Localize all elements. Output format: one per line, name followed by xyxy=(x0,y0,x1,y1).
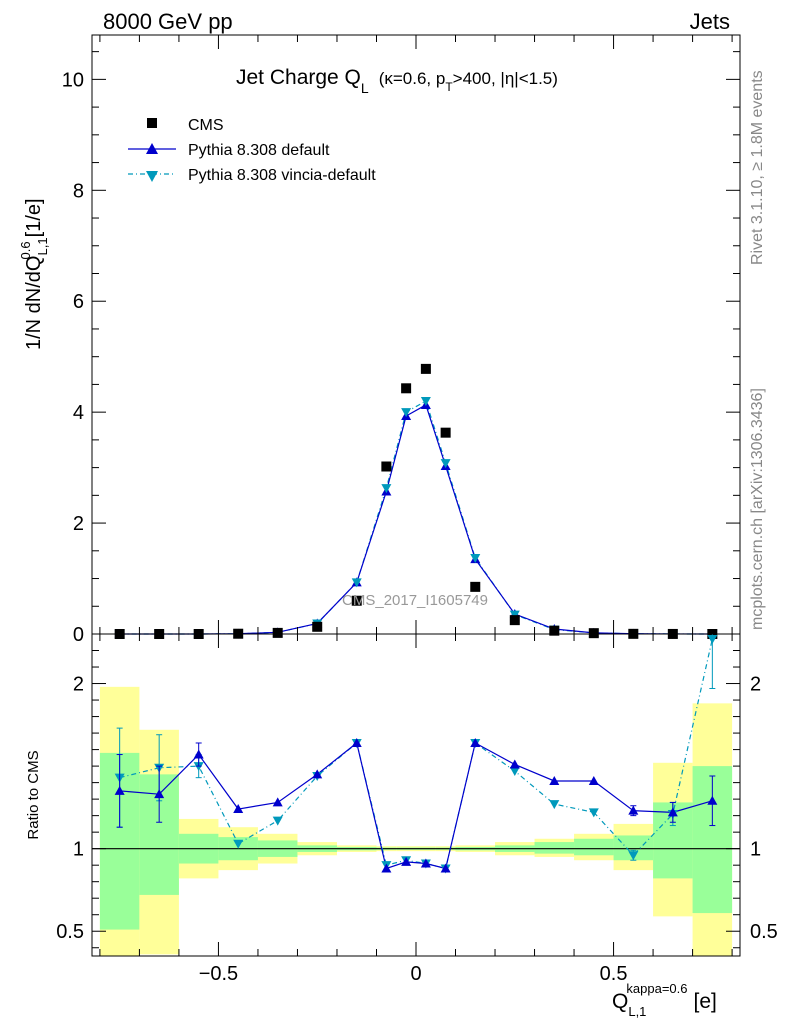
ratio-point-default xyxy=(549,775,560,785)
main-title: Jet Charge QL (κ=0.6, pT>400, |η|<1.5) xyxy=(236,66,558,96)
ratio-xlabel: QL,1kappa=0.6[e] xyxy=(612,981,717,1019)
point-cms xyxy=(401,383,412,394)
header-left: 8000 GeV pp xyxy=(103,9,233,34)
ratio-point-vincia xyxy=(628,851,639,861)
svg-text:Pythia 8.308 default: Pythia 8.308 default xyxy=(188,142,330,159)
ratio-point-default xyxy=(312,769,323,779)
ratio-ytick-label: 2 xyxy=(73,674,84,696)
ratio-point-default xyxy=(401,856,412,866)
ratio-point-default xyxy=(470,737,481,747)
ratio-point-default xyxy=(233,804,244,814)
main-ytick-label: 8 xyxy=(73,180,84,202)
point-pythia-vincia xyxy=(509,610,520,620)
ratio-point-vincia xyxy=(588,808,599,818)
point-pythia-vincia xyxy=(420,397,431,407)
svg-text:Jet Charge QL(κ=0.6, pT>400, |: Jet Charge QL (κ=0.6, pT>400, |η|<1.5) xyxy=(236,66,558,96)
point-cms xyxy=(381,461,392,472)
title-sub: L xyxy=(361,80,369,96)
point-pythia-vincia xyxy=(470,554,481,564)
point-cms xyxy=(549,625,560,636)
main-ylabel: 1/N dN/dQL,10.6[1/e] xyxy=(18,198,50,350)
legend-item-cms: CMS xyxy=(147,117,224,134)
band-inner xyxy=(574,838,614,856)
ratio-ytick-label: 1 xyxy=(73,839,84,861)
ratio-point-vincia xyxy=(233,839,244,849)
point-cms xyxy=(351,595,362,606)
title-sub2: T xyxy=(445,80,453,94)
ratio-frame xyxy=(91,633,741,957)
ratio-point-default xyxy=(420,858,431,868)
point-cms xyxy=(272,627,283,638)
watermark: CMS_2017_I1605749 xyxy=(342,592,488,609)
ratio-ytick-label-right: 0.5 xyxy=(750,921,778,943)
ratio-point-default xyxy=(114,785,125,795)
point-pythia-vincia xyxy=(351,578,362,588)
main-ytick-label: 6 xyxy=(73,291,84,313)
mcplots-label: mcplots.cern.ch [arXiv:1306.3436] xyxy=(749,388,766,630)
ratio-xtick-label: 0 xyxy=(410,963,421,985)
ratio-point-default xyxy=(707,795,718,805)
ratio-point-default xyxy=(509,759,520,769)
ratio-point-default xyxy=(154,789,165,799)
header-right: Jets xyxy=(690,9,730,34)
point-pythia-vincia xyxy=(381,484,392,494)
ratio-axes: 0.5 0.5 1 1 2 2 −0.5 0 0.5 xyxy=(56,634,778,985)
ratio-point-default xyxy=(628,805,639,815)
ratio-xtick-label: 0.5 xyxy=(600,963,628,985)
ratio-point-default xyxy=(272,797,283,807)
main-ytick-label: 10 xyxy=(62,69,84,91)
ratio-line-default xyxy=(119,741,713,870)
ratio-xtick-label: −0.5 xyxy=(199,963,238,985)
ratio-point-default xyxy=(351,737,362,747)
ratio-point-default xyxy=(193,749,204,759)
band-inner xyxy=(534,842,575,854)
point-cms xyxy=(509,615,520,626)
ratio-line-vincia xyxy=(119,638,713,870)
ratio-point-vincia xyxy=(272,816,283,826)
ratio-point-vincia xyxy=(549,800,560,810)
ratio-point-vincia xyxy=(509,767,520,777)
ratio-point-default xyxy=(381,863,392,873)
rivet-label: Rivet 3.1.10, ≥ 1.8M events xyxy=(749,70,766,265)
ratio-point-default xyxy=(588,775,599,785)
ratio-point-default xyxy=(667,807,678,817)
ratio-series-layer xyxy=(114,633,718,874)
ratio-ytick-label: 0.5 xyxy=(56,921,84,943)
legend: CMS Pythia 8.308 default Pythia 8.308 vi… xyxy=(128,117,376,184)
ratio-point-default xyxy=(440,863,451,873)
point-cms xyxy=(470,581,481,592)
point-cms xyxy=(588,628,599,639)
point-cms xyxy=(440,427,451,438)
title-main: Jet Charge Q xyxy=(236,66,361,89)
ratio-point-vincia xyxy=(707,634,718,644)
main-axes: 0 2 4 6 8 10 xyxy=(62,35,740,646)
legend-item-pythia-default: Pythia 8.308 default xyxy=(128,142,330,159)
point-pythia-vincia xyxy=(440,459,451,469)
title-rest: (κ=0.6, p xyxy=(379,69,446,88)
svg-text:Pythia 8.308 vincia-default: Pythia 8.308 vincia-default xyxy=(188,167,376,184)
main-ytick-label: 4 xyxy=(73,402,84,424)
main-ytick-label: 2 xyxy=(73,513,84,535)
ratio-ytick-label-right: 1 xyxy=(750,839,761,861)
ratio-plot: 0.5 0.5 1 1 2 2 −0.5 0 0.5 Ratio to CMS QL,1kapp… xyxy=(25,633,778,1019)
point-cms xyxy=(312,621,323,632)
main-ytick-label: 0 xyxy=(73,624,84,646)
point-cms xyxy=(420,363,431,374)
ratio-bands xyxy=(92,686,740,956)
point-pythia-vincia xyxy=(401,408,412,418)
ratio-ytick-label-right: 2 xyxy=(750,674,761,696)
svg-text:CMS: CMS xyxy=(188,117,224,134)
title-rest2: >400, |η|<1.5) xyxy=(453,69,558,88)
main-plot: CMS_2017_I1605749 0 2 4 6 8 10 Jet Charge QL (… xyxy=(18,34,741,646)
ratio-ylabel: Ratio to CMS xyxy=(25,750,42,839)
legend-item-pythia-vincia: Pythia 8.308 vincia-default xyxy=(128,167,376,184)
